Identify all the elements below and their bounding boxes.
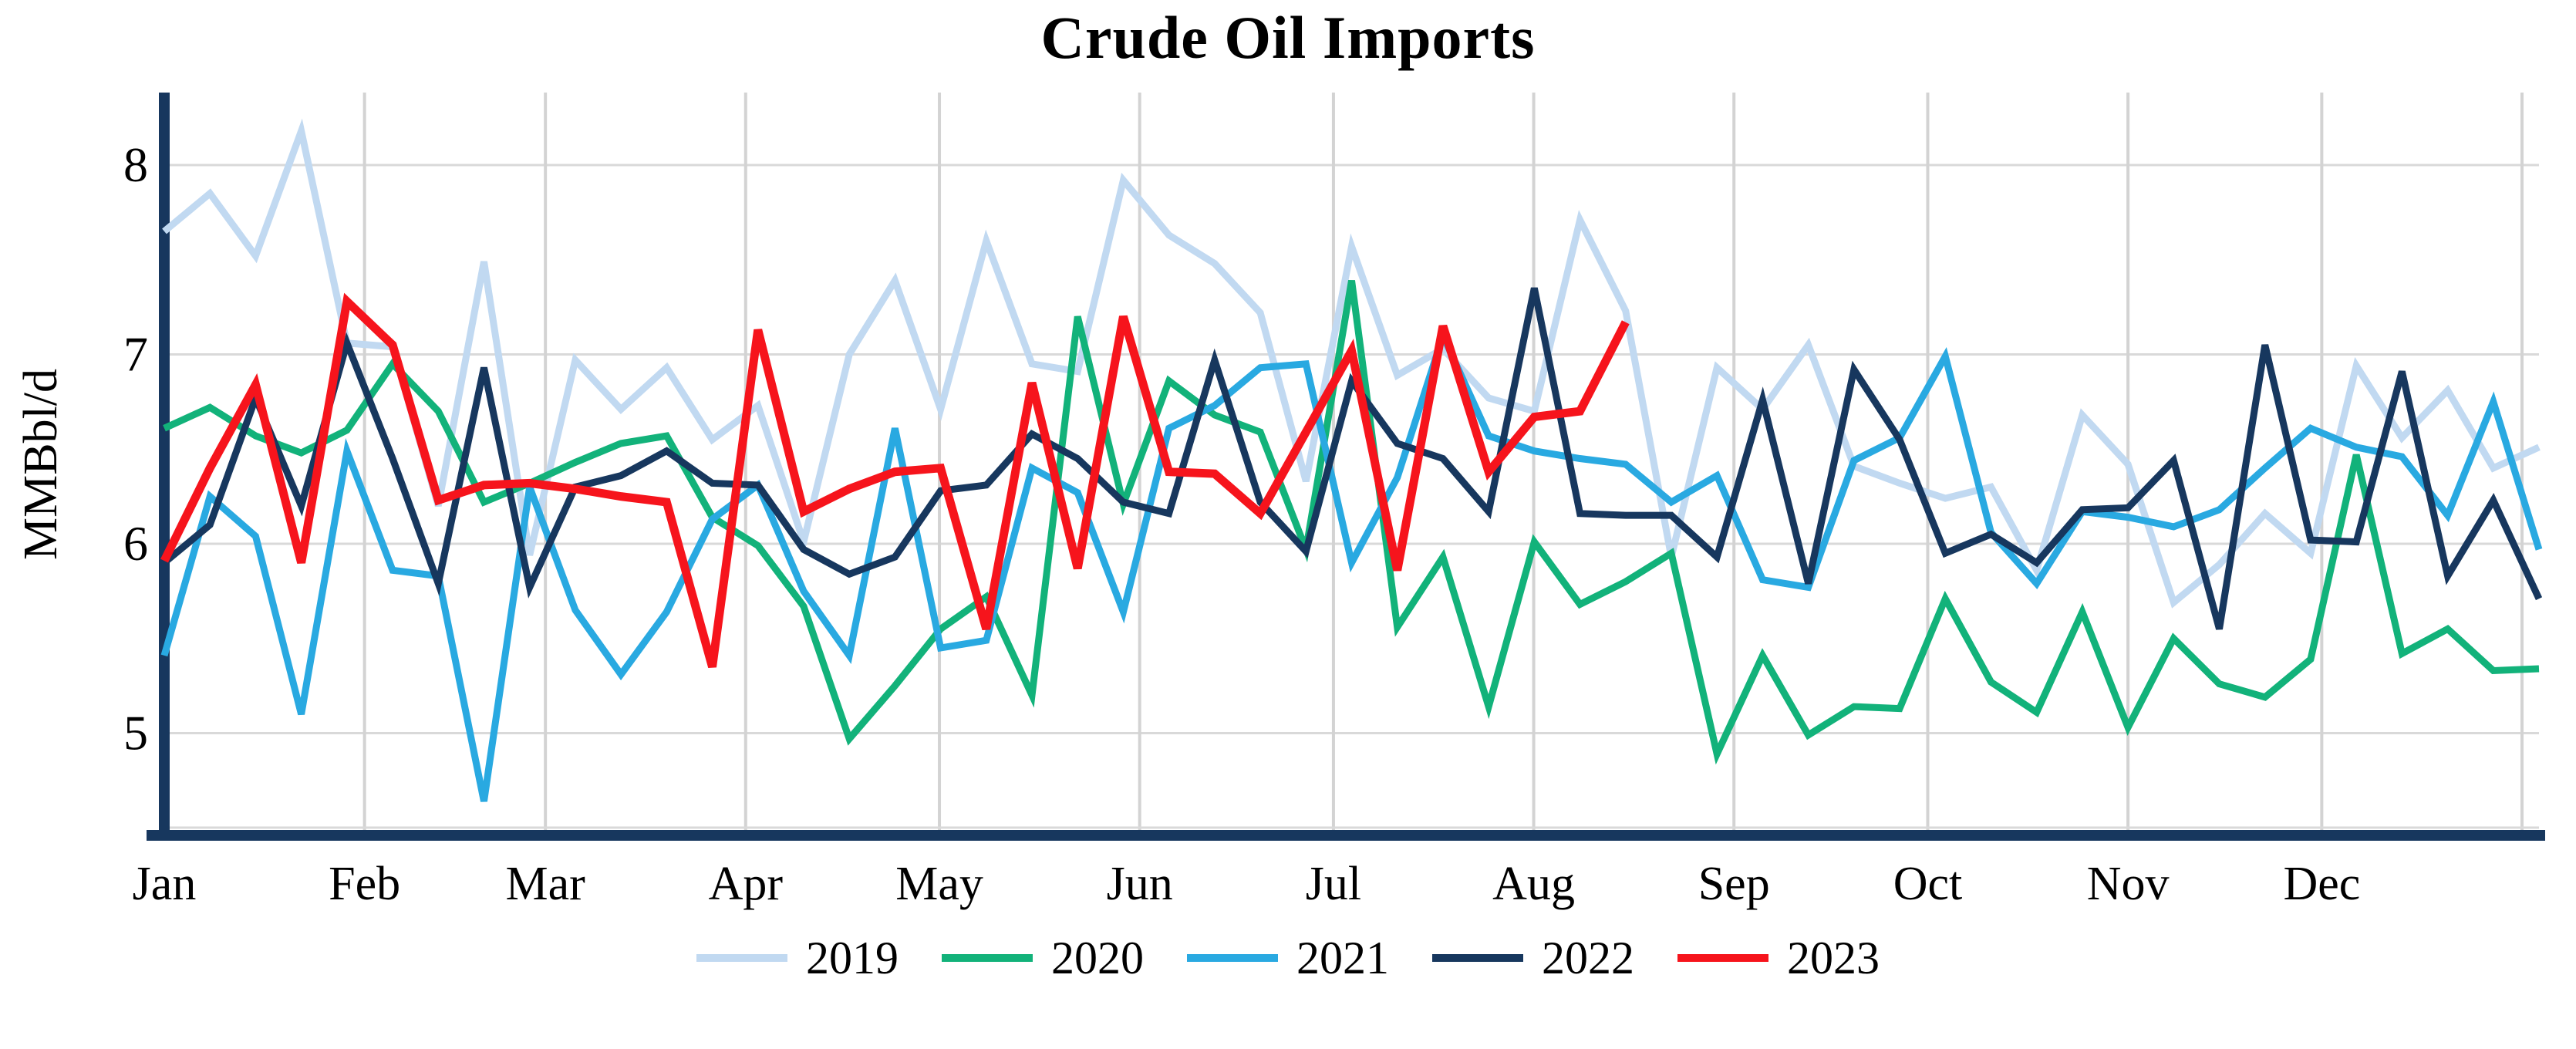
x-tick-label-jul: Jul bbox=[1306, 858, 1361, 910]
x-tick-label-dec: Dec bbox=[2283, 858, 2360, 910]
y-tick-label-6: 6 bbox=[123, 516, 148, 571]
series-line-2023 bbox=[160, 292, 1630, 669]
legend-swatch-2023 bbox=[1677, 954, 1768, 962]
series-line-2021 bbox=[160, 325, 2543, 802]
x-tick-label-aug: Aug bbox=[1492, 858, 1575, 910]
series-line-2020 bbox=[163, 280, 2540, 765]
legend-item-2019: 2019 bbox=[696, 935, 899, 981]
x-tick-label-apr: Apr bbox=[709, 858, 784, 910]
legend-label-2023: 2023 bbox=[1787, 933, 1880, 983]
x-tick-label-feb: Feb bbox=[329, 858, 400, 910]
y-tick-label-5: 5 bbox=[123, 706, 148, 761]
y-tick-label-7: 7 bbox=[123, 327, 148, 382]
series-line-2019 bbox=[162, 118, 2541, 609]
legend-label-2022: 2022 bbox=[1542, 933, 1634, 983]
legend-item-2022: 2022 bbox=[1432, 935, 1634, 981]
legend-swatch-2021 bbox=[1187, 954, 1278, 962]
legend-swatch-2022 bbox=[1432, 954, 1523, 962]
x-tick-label-may: May bbox=[895, 858, 983, 910]
legend-item-2021: 2021 bbox=[1187, 935, 1389, 981]
legend-label-2021: 2021 bbox=[1296, 933, 1389, 983]
y-tick-label-8: 8 bbox=[123, 137, 148, 192]
x-tick-label-sep: Sep bbox=[1698, 858, 1770, 910]
legend-item-2023: 2023 bbox=[1677, 935, 1880, 981]
x-tick-label-oct: Oct bbox=[1893, 858, 1963, 910]
legend-label-2019: 2019 bbox=[806, 933, 899, 983]
x-tick-label-jun: Jun bbox=[1107, 858, 1173, 910]
chart-title: Crude Oil Imports bbox=[1040, 4, 1536, 71]
x-tick-label-nov: Nov bbox=[2087, 858, 2170, 910]
x-tick-label-mar: Mar bbox=[505, 858, 585, 910]
legend-swatch-2019 bbox=[696, 954, 787, 962]
series-line-2022 bbox=[162, 287, 2543, 630]
legend-item-2020: 2020 bbox=[942, 935, 1144, 981]
legend: 2019 2020 2021 2022 2023 bbox=[0, 935, 2576, 981]
y-axis-title: MMBbl/d bbox=[15, 368, 67, 561]
legend-label-2020: 2020 bbox=[1051, 933, 1144, 983]
x-tick-label-jan: Jan bbox=[133, 858, 197, 910]
legend-swatch-2020 bbox=[942, 954, 1033, 962]
